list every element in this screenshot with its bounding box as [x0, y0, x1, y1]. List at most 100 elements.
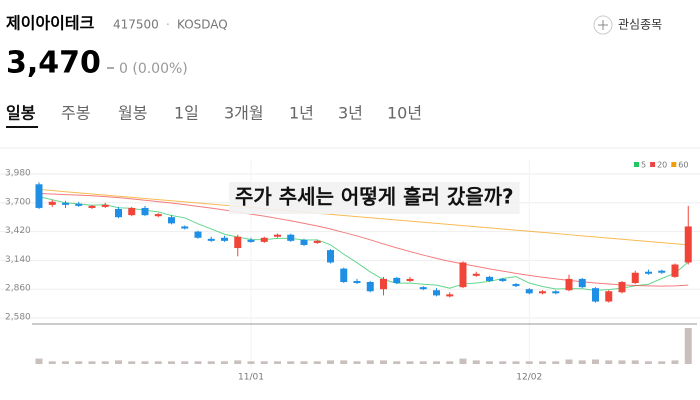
volume-bar [62, 361, 69, 364]
volume-bar [472, 360, 480, 364]
tabs: 일봉 주봉 월봉 1일 3개월 1년 3년 10년 [6, 104, 422, 128]
volume-bar [658, 361, 666, 364]
candle-body [101, 204, 109, 207]
candle-body [671, 264, 679, 277]
candle-body [194, 231, 202, 238]
volume-bar [340, 360, 348, 364]
tab[interactable]: 1년 [289, 104, 314, 123]
candle-body [274, 234, 281, 237]
legend-label: 5 [641, 161, 646, 170]
watch-button[interactable]: 관심종목 [593, 15, 662, 35]
volume-bar [247, 361, 255, 364]
candle-body [578, 278, 586, 288]
legend-label: 60 [678, 161, 688, 170]
volume-bar [552, 361, 560, 364]
candle-body [406, 278, 414, 281]
tab[interactable]: 월봉 [118, 104, 147, 123]
volume-bar [48, 361, 56, 364]
volume-bar [645, 361, 652, 364]
volume-bar [578, 360, 586, 364]
candle-body [605, 291, 613, 302]
plus-sign [598, 20, 608, 30]
volume-bar [313, 361, 321, 364]
tab[interactable]: 일봉 [6, 104, 36, 123]
volume-bar [433, 361, 440, 364]
candle-body [154, 214, 162, 217]
volume-bar [300, 361, 308, 364]
candle-body [340, 268, 348, 282]
volume-bar [499, 361, 507, 364]
volume-bar [194, 361, 202, 364]
price: 3,470 [6, 46, 101, 81]
market: KOSDAQ [177, 18, 228, 32]
volume-bar [592, 359, 599, 364]
y-tick-label: 3,140 [5, 255, 31, 265]
volume-bar [207, 361, 215, 364]
volume-bar [115, 360, 122, 364]
stock-code: 417500 [113, 18, 159, 32]
watch-label: 관심종목 [618, 18, 662, 32]
candle-body [380, 278, 387, 290]
stock-name: 제이아이테크 [6, 14, 95, 33]
y-tick-label: 2,580 [5, 313, 31, 323]
volume-bar [671, 360, 679, 364]
candle-body [658, 270, 666, 273]
volume-bar [274, 361, 281, 364]
volume-bar [101, 361, 109, 364]
volume-bar [565, 359, 573, 364]
candle-body [419, 287, 427, 290]
tab[interactable]: 주봉 [61, 104, 90, 123]
candle-body [88, 205, 96, 208]
candle-body [48, 201, 56, 205]
volume-bar [287, 361, 295, 364]
tab[interactable]: 3개월 [224, 104, 264, 123]
legend-swatch [671, 162, 677, 167]
candle-body [393, 277, 401, 284]
volume-bar [419, 361, 427, 364]
volume-bar [75, 361, 83, 364]
candle-body [499, 278, 507, 281]
candle-body [75, 203, 83, 206]
candle-body [287, 234, 295, 241]
legend-swatch [650, 162, 656, 167]
candle-body [221, 237, 228, 241]
tab[interactable]: 10년 [387, 104, 422, 123]
candle-body [446, 294, 454, 297]
candle-body [62, 202, 69, 205]
candle-body [327, 250, 334, 263]
candle-body [618, 282, 626, 293]
candle-body [512, 284, 520, 287]
candle-body [486, 276, 493, 281]
volume-bar [512, 361, 520, 364]
volume-bar [631, 360, 639, 364]
candle-body [565, 278, 573, 291]
candle-body [168, 217, 175, 224]
volume-bar [221, 361, 228, 364]
candle-body [115, 208, 122, 218]
tab-underline [6, 126, 38, 128]
annotation-bg [229, 182, 520, 214]
separator: · [166, 18, 170, 32]
candle-body [300, 239, 308, 245]
volume-bar [353, 361, 361, 364]
volume-bar [525, 361, 533, 364]
candle-body [472, 273, 480, 276]
volume-bar [446, 361, 454, 364]
candle-body [128, 207, 136, 216]
y-tick-label: 3,420 [5, 226, 31, 236]
annotation: 주가 추세는 어떻게 흘러 갔을까? [235, 185, 514, 209]
volume-bar [684, 328, 692, 364]
volume-bar [141, 361, 149, 364]
y-tick-label: 2,860 [5, 284, 31, 294]
legend-swatch [634, 162, 639, 167]
candle-body [684, 226, 692, 263]
price-change: 0 (0.00%) [119, 61, 188, 77]
x-tick-label: 11/01 [238, 373, 264, 383]
y-tick-label: 3,980 [5, 169, 31, 179]
candle-body [181, 226, 189, 229]
candle-body [366, 282, 374, 292]
tab[interactable]: 1일 [174, 104, 199, 123]
x-tick-label: 12/02 [516, 373, 542, 383]
candle-body [525, 289, 533, 294]
tab[interactable]: 3년 [338, 104, 363, 123]
